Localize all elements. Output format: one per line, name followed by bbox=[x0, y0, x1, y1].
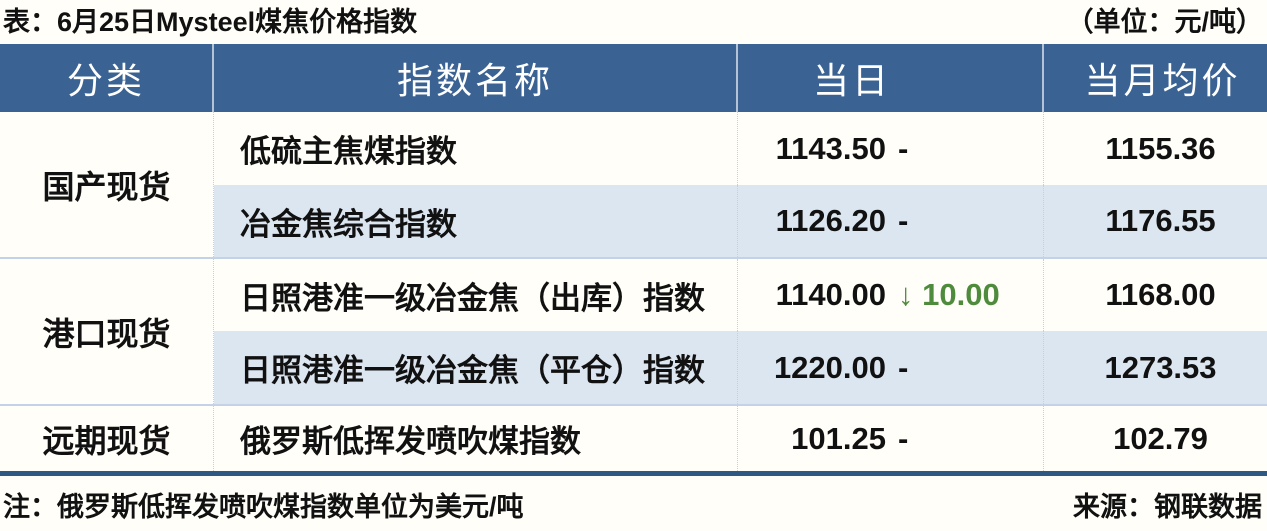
monthly-avg-cell: 1273.53 bbox=[1044, 331, 1267, 404]
daily-value: 1140.00 bbox=[775, 277, 886, 312]
footnote: 注：俄罗斯低挥发喷吹煤指数单位为美元/吨 bbox=[3, 492, 524, 522]
index-name-cell: 日照港准一级冶金焦（出库）指数 bbox=[214, 259, 738, 331]
page-title: 表：6月25日Mysteel煤焦价格指数 bbox=[3, 7, 418, 38]
column-header-daily: 当日 bbox=[738, 44, 1044, 112]
index-name-cell: 低硫主焦煤指数 bbox=[214, 112, 738, 185]
row-group-domestic-spot: 国产现货 低硫主焦煤指数 1143.50 - 1155.36 冶金焦综合指数 1… bbox=[0, 112, 1267, 257]
daily-value-cell: 101.25 - bbox=[738, 406, 1044, 471]
row-group-port-spot: 港口现货 日照港准一级冶金焦（出库）指数 1140.00 ↓ 10.00 116… bbox=[0, 257, 1267, 404]
source-label: 来源：钢联数据 bbox=[1073, 492, 1262, 522]
title-bar: 表：6月25日Mysteel煤焦价格指数 （单位：元/吨） bbox=[0, 0, 1267, 44]
daily-change: - bbox=[898, 203, 909, 238]
daily-change: - bbox=[898, 130, 909, 166]
index-name-cell: 俄罗斯低挥发喷吹煤指数 bbox=[214, 406, 738, 471]
footer: 注：俄罗斯低挥发喷吹煤指数单位为美元/吨 来源：钢联数据 bbox=[0, 476, 1267, 524]
daily-value-cell: 1143.50 - bbox=[738, 112, 1044, 185]
daily-value-cell: 1126.20 - bbox=[738, 185, 1044, 257]
daily-value: 1126.20 bbox=[775, 203, 886, 238]
index-name-cell: 日照港准一级冶金焦（平仓）指数 bbox=[214, 331, 738, 404]
monthly-avg-cell: 1155.36 bbox=[1105, 130, 1216, 166]
column-header-category: 分类 bbox=[0, 44, 214, 112]
category-cell: 远期现货 bbox=[0, 406, 214, 471]
column-header-index-name: 指数名称 bbox=[214, 44, 738, 112]
daily-value-cell: 1140.00 ↓ 10.00 bbox=[738, 259, 1044, 331]
monthly-avg-cell: 102.79 bbox=[1113, 420, 1208, 456]
daily-value: 1220.00 bbox=[773, 349, 886, 385]
monthly-avg-cell: 1176.55 bbox=[1044, 185, 1267, 257]
unit-label: （单位：元/吨） bbox=[1066, 7, 1263, 38]
daily-value: 101.25 bbox=[791, 420, 886, 456]
category-cell: 港口现货 bbox=[0, 259, 214, 404]
table-bottom-rule bbox=[0, 471, 1267, 476]
daily-change-with-down-arrow-icon: ↓ 10.00 bbox=[898, 277, 1000, 312]
daily-change: - bbox=[898, 420, 909, 456]
monthly-avg-cell: 1168.00 bbox=[1105, 277, 1216, 312]
index-name-cell: 冶金焦综合指数 bbox=[214, 185, 738, 257]
table-header-row: 分类 指数名称 当日 当月均价 bbox=[0, 44, 1267, 112]
category-cell: 国产现货 bbox=[0, 112, 214, 257]
row-group-forward-spot: 远期现货 俄罗斯低挥发喷吹煤指数 101.25 - 102.79 bbox=[0, 404, 1267, 471]
column-header-monthly-avg: 当月均价 bbox=[1084, 61, 1241, 101]
daily-value: 1143.50 bbox=[775, 130, 886, 166]
daily-change: - bbox=[898, 349, 909, 385]
daily-value-cell: 1220.00 - bbox=[738, 331, 1044, 404]
